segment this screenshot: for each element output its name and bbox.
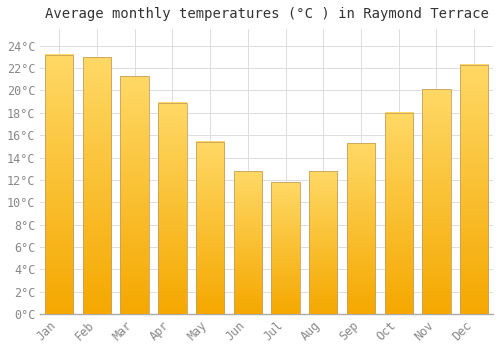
Bar: [234, 171, 262, 314]
Bar: [384, 113, 413, 314]
Bar: [309, 171, 338, 314]
Bar: [272, 182, 299, 314]
Bar: [196, 142, 224, 314]
Bar: [234, 171, 262, 314]
Bar: [460, 65, 488, 314]
Bar: [460, 65, 488, 314]
Bar: [45, 55, 74, 314]
Bar: [347, 143, 375, 314]
Bar: [309, 171, 338, 314]
Bar: [422, 89, 450, 314]
Bar: [347, 143, 375, 314]
Bar: [120, 76, 149, 314]
Bar: [384, 113, 413, 314]
Bar: [422, 89, 450, 314]
Bar: [158, 103, 186, 314]
Bar: [120, 76, 149, 314]
Bar: [196, 142, 224, 314]
Bar: [83, 57, 111, 314]
Bar: [158, 103, 186, 314]
Bar: [45, 55, 74, 314]
Title: Average monthly temperatures (°C ) in Raymond Terrace: Average monthly temperatures (°C ) in Ra…: [44, 7, 488, 21]
Bar: [272, 182, 299, 314]
Bar: [83, 57, 111, 314]
